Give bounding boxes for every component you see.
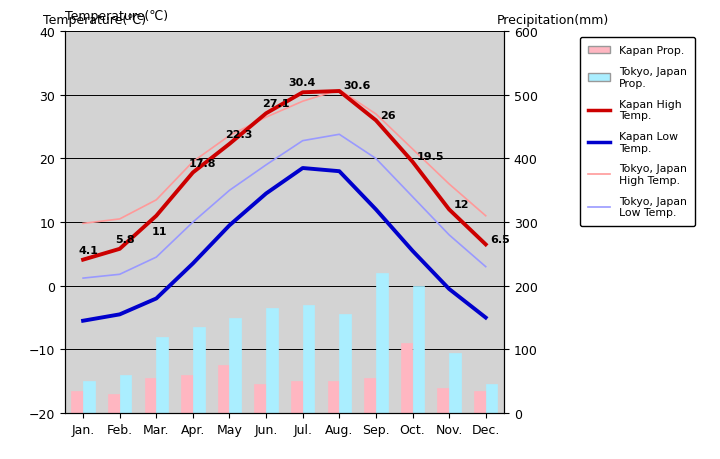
Text: Precipitation(mm): Precipitation(mm): [497, 14, 609, 27]
Legend: Kapan Prop., Tokyo, Japan
Prop., Kapan High
Temp., Kapan Low
Temp., Tokyo, Japan: Kapan Prop., Tokyo, Japan Prop., Kapan H…: [580, 38, 696, 227]
Bar: [71, 391, 83, 413]
Bar: [108, 394, 120, 413]
Text: 27.1: 27.1: [262, 99, 289, 109]
Bar: [266, 308, 278, 413]
Text: 30.6: 30.6: [343, 81, 371, 91]
Bar: [156, 337, 168, 413]
Text: 11: 11: [152, 226, 168, 236]
Text: 4.1: 4.1: [79, 245, 99, 255]
Bar: [328, 381, 339, 413]
Text: 22.3: 22.3: [225, 129, 253, 140]
Bar: [437, 388, 449, 413]
Text: 17.8: 17.8: [189, 158, 216, 168]
Text: 19.5: 19.5: [417, 151, 444, 162]
Text: 5.8: 5.8: [115, 235, 135, 244]
Bar: [230, 318, 241, 413]
Text: 12: 12: [454, 199, 469, 209]
Text: Temperature(℃): Temperature(℃): [43, 14, 146, 27]
Bar: [376, 274, 387, 413]
Bar: [474, 391, 486, 413]
Bar: [486, 385, 498, 413]
Text: 6.5: 6.5: [490, 234, 510, 244]
Bar: [339, 315, 351, 413]
Bar: [193, 327, 204, 413]
Bar: [449, 353, 461, 413]
Bar: [302, 305, 315, 413]
Bar: [217, 365, 230, 413]
Bar: [291, 381, 302, 413]
Bar: [254, 385, 266, 413]
Bar: [413, 286, 424, 413]
Bar: [145, 378, 156, 413]
Text: 26: 26: [380, 110, 396, 120]
Bar: [401, 343, 413, 413]
Bar: [83, 381, 95, 413]
Text: Temperature(℃): Temperature(℃): [65, 10, 168, 22]
Bar: [120, 375, 132, 413]
Bar: [181, 375, 193, 413]
Bar: [364, 378, 376, 413]
Text: 30.4: 30.4: [289, 78, 316, 88]
